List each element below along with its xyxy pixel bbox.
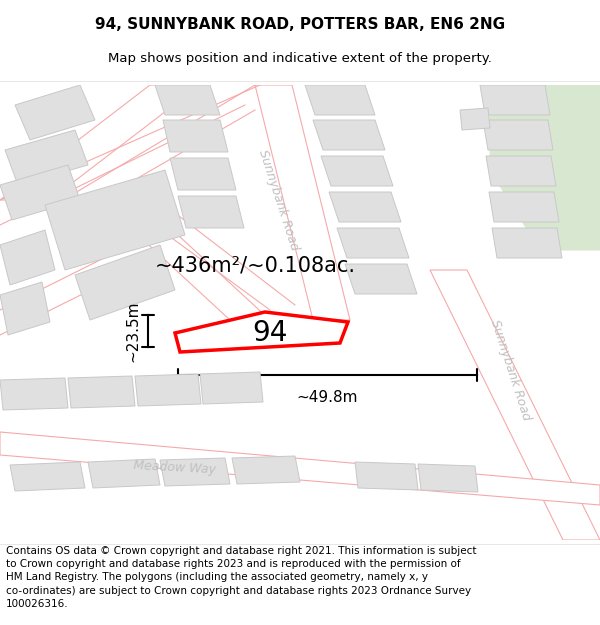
Polygon shape: [321, 156, 393, 186]
Text: Sunnybank Road: Sunnybank Road: [256, 148, 301, 252]
Polygon shape: [15, 85, 95, 140]
Polygon shape: [75, 245, 175, 320]
Polygon shape: [5, 130, 88, 185]
Polygon shape: [418, 464, 478, 492]
Polygon shape: [483, 120, 553, 150]
Polygon shape: [232, 456, 300, 484]
Polygon shape: [255, 85, 350, 320]
Polygon shape: [0, 432, 600, 505]
Polygon shape: [200, 372, 263, 404]
Polygon shape: [0, 85, 200, 200]
Text: Map shows position and indicative extent of the property.: Map shows position and indicative extent…: [108, 52, 492, 65]
Polygon shape: [10, 462, 85, 491]
Polygon shape: [460, 108, 490, 130]
Polygon shape: [163, 120, 228, 152]
Polygon shape: [88, 459, 160, 488]
Text: Meadow Way: Meadow Way: [133, 459, 217, 477]
Polygon shape: [337, 228, 409, 258]
Polygon shape: [175, 312, 348, 352]
Text: Contains OS data © Crown copyright and database right 2021. This information is : Contains OS data © Crown copyright and d…: [6, 546, 476, 609]
Polygon shape: [490, 85, 600, 250]
Polygon shape: [430, 270, 600, 540]
Polygon shape: [135, 374, 201, 406]
Polygon shape: [305, 85, 375, 115]
Polygon shape: [160, 458, 230, 486]
Polygon shape: [492, 228, 562, 258]
Polygon shape: [345, 264, 417, 294]
Polygon shape: [486, 156, 556, 186]
Polygon shape: [0, 378, 68, 410]
Polygon shape: [178, 196, 244, 228]
Polygon shape: [170, 158, 236, 190]
Polygon shape: [100, 200, 270, 320]
Polygon shape: [0, 165, 80, 220]
Polygon shape: [489, 192, 559, 222]
Text: Sunnybank Road: Sunnybank Road: [488, 318, 532, 422]
Text: 94, SUNNYBANK ROAD, POTTERS BAR, EN6 2NG: 94, SUNNYBANK ROAD, POTTERS BAR, EN6 2NG: [95, 17, 505, 32]
Polygon shape: [0, 282, 50, 335]
Polygon shape: [68, 376, 135, 408]
Text: 94: 94: [253, 319, 287, 347]
Polygon shape: [355, 462, 418, 490]
Polygon shape: [45, 170, 185, 270]
Polygon shape: [0, 230, 55, 285]
Text: ~436m²/~0.108ac.: ~436m²/~0.108ac.: [155, 255, 356, 275]
Polygon shape: [155, 85, 220, 115]
Polygon shape: [480, 85, 550, 115]
Polygon shape: [313, 120, 385, 150]
Text: ~23.5m: ~23.5m: [125, 300, 140, 362]
Text: ~49.8m: ~49.8m: [297, 390, 358, 405]
Polygon shape: [329, 192, 401, 222]
